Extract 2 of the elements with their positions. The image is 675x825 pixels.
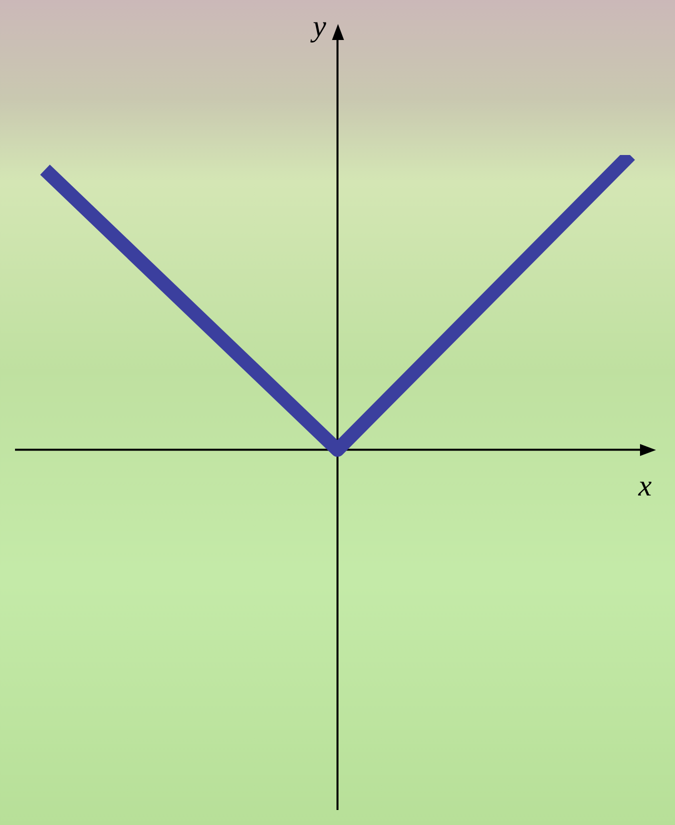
x-axis-title: x — [637, 470, 652, 503]
y-axis-title: y — [310, 10, 327, 43]
